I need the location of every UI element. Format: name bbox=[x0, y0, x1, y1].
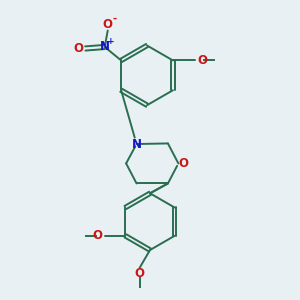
Text: O: O bbox=[179, 157, 189, 170]
Text: O: O bbox=[93, 230, 103, 242]
Text: N: N bbox=[132, 137, 142, 151]
Text: O: O bbox=[103, 18, 113, 31]
Text: O: O bbox=[197, 54, 207, 67]
Text: -: - bbox=[112, 14, 116, 24]
Text: N: N bbox=[100, 40, 110, 53]
Text: O: O bbox=[74, 42, 84, 55]
Text: +: + bbox=[107, 37, 115, 46]
Text: O: O bbox=[134, 267, 145, 280]
